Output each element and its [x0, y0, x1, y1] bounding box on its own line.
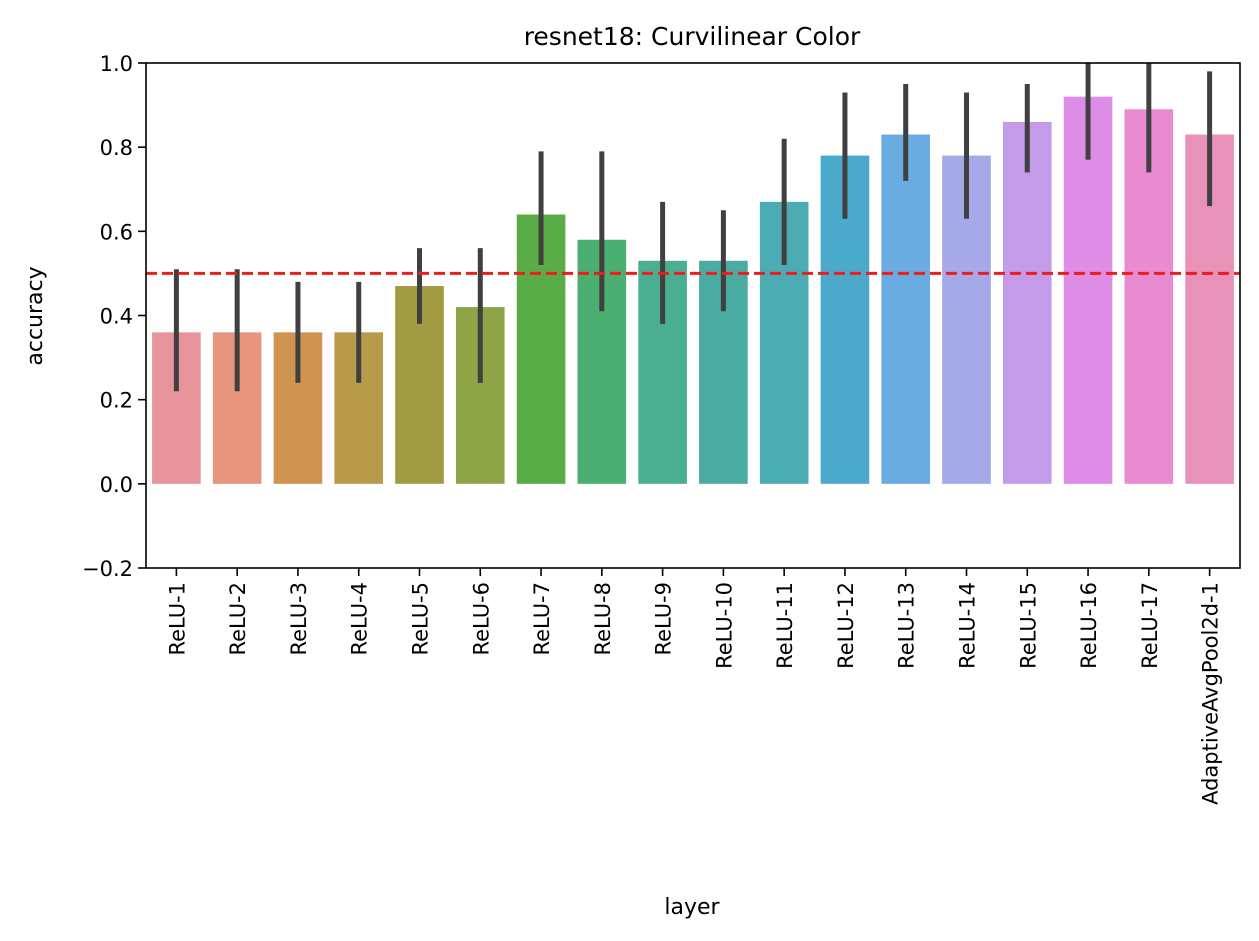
x-tick-label: ReLU-11	[773, 582, 797, 669]
x-axis: ReLU-1 ReLU-2 ReLU-3 ReLU-4 ReLU-5 ReLU-6 ReLU…	[165, 568, 1223, 805]
x-tick-label: ReLU-15	[1016, 582, 1040, 669]
y-tick-label: 1.0	[100, 52, 133, 76]
y-tick-label: −0.2	[82, 557, 133, 581]
x-tick-label: AdaptiveAvgPool2d-1	[1199, 582, 1223, 805]
x-tick-label: ReLU-2	[226, 582, 250, 656]
x-tick-label: ReLU-7	[530, 582, 554, 656]
y-tick-label: 0.4	[100, 305, 133, 329]
x-axis-label: layer	[664, 895, 720, 920]
x-tick-label: ReLU-6	[469, 582, 493, 656]
x-tick-label: ReLU-8	[591, 582, 615, 656]
y-axis-label: accuracy	[23, 266, 48, 365]
x-tick-label: ReLU-9	[652, 582, 676, 656]
x-tick-label: ReLU-3	[287, 582, 311, 656]
x-tick-label: ReLU-14	[956, 582, 980, 669]
x-tick-label: ReLU-17	[1138, 582, 1162, 669]
x-tick-label: ReLU-1	[165, 582, 189, 656]
x-tick-label: ReLU-5	[409, 582, 433, 656]
error-bars-group	[173, 63, 1213, 392]
y-tick-label: 0.8	[100, 136, 133, 160]
y-tick-label: 0.0	[100, 473, 133, 497]
x-tick-label: ReLU-16	[1077, 582, 1101, 669]
y-tick-label: 0.6	[100, 220, 133, 244]
y-tick-label: 0.2	[100, 389, 133, 413]
chart-title: resnet18: Curvilinear Color	[524, 22, 861, 51]
bars-group	[152, 96, 1234, 484]
x-tick-label: ReLU-13	[895, 582, 919, 669]
x-tick-label: ReLU-12	[834, 582, 858, 669]
bar-ReLU-15	[1002, 121, 1052, 484]
y-axis: −0.2 0.0 0.2 0.4 0.6 0.8 1.0	[82, 52, 146, 581]
x-tick-label: ReLU-10	[712, 582, 736, 669]
x-tick-label: ReLU-4	[348, 582, 372, 656]
bar-ReLU-16	[1063, 96, 1113, 484]
bar-ReLU-13	[881, 134, 931, 484]
